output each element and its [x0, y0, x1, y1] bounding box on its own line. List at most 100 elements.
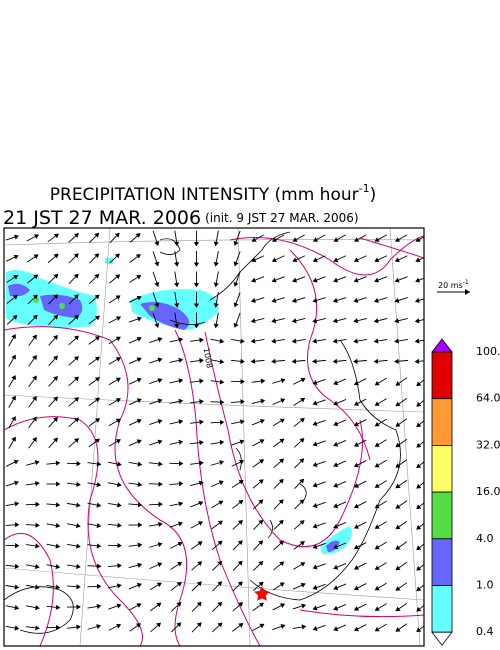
wind-arrowhead — [280, 624, 286, 629]
wind-arrowhead — [12, 294, 18, 300]
wind-arrowhead — [193, 283, 200, 288]
wind-arrowhead — [240, 358, 245, 364]
wind-arrowhead — [395, 381, 401, 386]
wind-arrowhead — [332, 297, 338, 303]
wind-arrowhead — [154, 240, 160, 246]
wind-arrowhead — [260, 398, 266, 404]
wind-arrowhead — [278, 540, 284, 546]
wind-arrowhead — [259, 623, 265, 629]
wind-arrowhead — [353, 358, 358, 364]
scale-arrowhead — [465, 289, 470, 295]
wind-arrowhead — [219, 399, 225, 405]
wind-arrowhead — [415, 257, 421, 263]
wind-arrowhead — [239, 439, 245, 445]
wind-arrowhead — [219, 439, 225, 446]
wind-arrowhead — [74, 356, 79, 361]
wind-arrowhead — [157, 562, 163, 568]
wind-arrowhead — [53, 273, 59, 279]
wind-arrowhead — [299, 520, 305, 525]
wind-arrowhead — [237, 520, 243, 525]
location-star — [254, 586, 270, 601]
wind-arrowhead — [157, 398, 163, 404]
wind-arrowhead — [312, 626, 318, 631]
wind-arrowhead — [353, 421, 359, 427]
wind-arrowhead — [312, 564, 318, 570]
wind-arrowhead — [395, 422, 401, 427]
wind-arrowhead — [272, 237, 278, 242]
wind-arrowhead — [237, 540, 243, 546]
wind-arrowhead — [158, 461, 163, 467]
wind-arrowhead — [136, 336, 142, 342]
wind-arrowhead — [199, 378, 204, 384]
wind-arrowhead — [374, 483, 380, 488]
wind-arrowhead — [14, 234, 20, 240]
colorbar-box — [431, 398, 453, 446]
wind-arrowhead — [394, 338, 399, 344]
wind-arrowhead — [333, 380, 339, 386]
wind-arrowhead — [158, 501, 163, 507]
wind-arrowhead — [394, 257, 400, 263]
wind-arrowhead — [137, 316, 143, 322]
wind-arrowhead — [333, 482, 339, 488]
wind-arrowhead — [35, 522, 40, 528]
wind-arrowhead — [94, 232, 100, 238]
wind-arrowhead — [353, 401, 359, 406]
wind-arrowhead — [395, 627, 401, 632]
wind-arrowhead — [416, 627, 422, 633]
wind-arrowhead — [395, 606, 401, 612]
wind-arrowhead — [136, 418, 142, 424]
wind-arrowhead — [278, 478, 284, 484]
wind-arrowhead — [312, 358, 317, 364]
wind-arrowhead — [374, 401, 380, 406]
wind-arrowhead — [136, 623, 142, 628]
wind-arrowhead — [213, 282, 219, 288]
wind-arrowhead — [238, 602, 244, 607]
wind-arrowhead — [414, 338, 420, 344]
wind-arrowhead — [250, 297, 256, 303]
precip-heavy — [33, 297, 155, 311]
wind-arrowhead — [416, 401, 422, 407]
wind-arrowhead — [178, 481, 184, 487]
wind-arrowhead — [219, 419, 225, 425]
wind-arrowhead — [55, 564, 61, 570]
wind-arrowhead — [395, 586, 401, 591]
wind-arrowhead — [76, 502, 81, 508]
wind-arrowhead — [96, 583, 102, 589]
wind-arrowhead — [278, 519, 284, 525]
wind-arrowhead — [158, 521, 163, 528]
wind-arrowhead — [373, 338, 379, 344]
wind-arrowhead — [53, 314, 59, 320]
wind-arrowhead — [415, 237, 421, 242]
wind-arrowhead — [53, 437, 58, 443]
wind-arrowhead — [373, 318, 379, 324]
wind-arrowhead — [332, 338, 338, 344]
wind-arrowhead — [136, 398, 142, 404]
wind-arrowhead — [154, 322, 160, 328]
wind-arrowhead — [174, 323, 180, 329]
wind-arrowhead — [115, 418, 121, 424]
wind-arrowhead — [193, 242, 200, 247]
wind-arrowhead — [374, 421, 380, 427]
wind-arrowhead — [233, 261, 239, 267]
wind-arrowhead — [178, 460, 184, 467]
wind-arrowhead — [333, 237, 339, 242]
wind-arrowhead — [154, 261, 160, 267]
wind-arrowhead — [333, 585, 339, 591]
wind-arrowhead — [94, 438, 100, 444]
wind-arrowhead — [96, 563, 102, 569]
wind-arrowhead — [55, 460, 61, 466]
wind-arrowhead — [250, 338, 256, 344]
wind-arrowhead — [94, 336, 100, 341]
wind-arrowhead — [414, 358, 420, 364]
wind-arrowhead — [198, 500, 204, 506]
wind-arrowhead — [96, 522, 102, 529]
wind-arrowhead — [135, 233, 141, 238]
wind-arrowhead — [301, 624, 307, 630]
wind-arrowhead — [312, 380, 318, 385]
wind-arrowhead — [395, 565, 401, 571]
wind-arrowhead — [333, 544, 339, 550]
wind-arrowhead — [14, 522, 20, 528]
contour-label: 1008 — [202, 347, 214, 369]
wind-arrowhead — [137, 562, 143, 568]
wind-arrowhead — [76, 563, 81, 570]
